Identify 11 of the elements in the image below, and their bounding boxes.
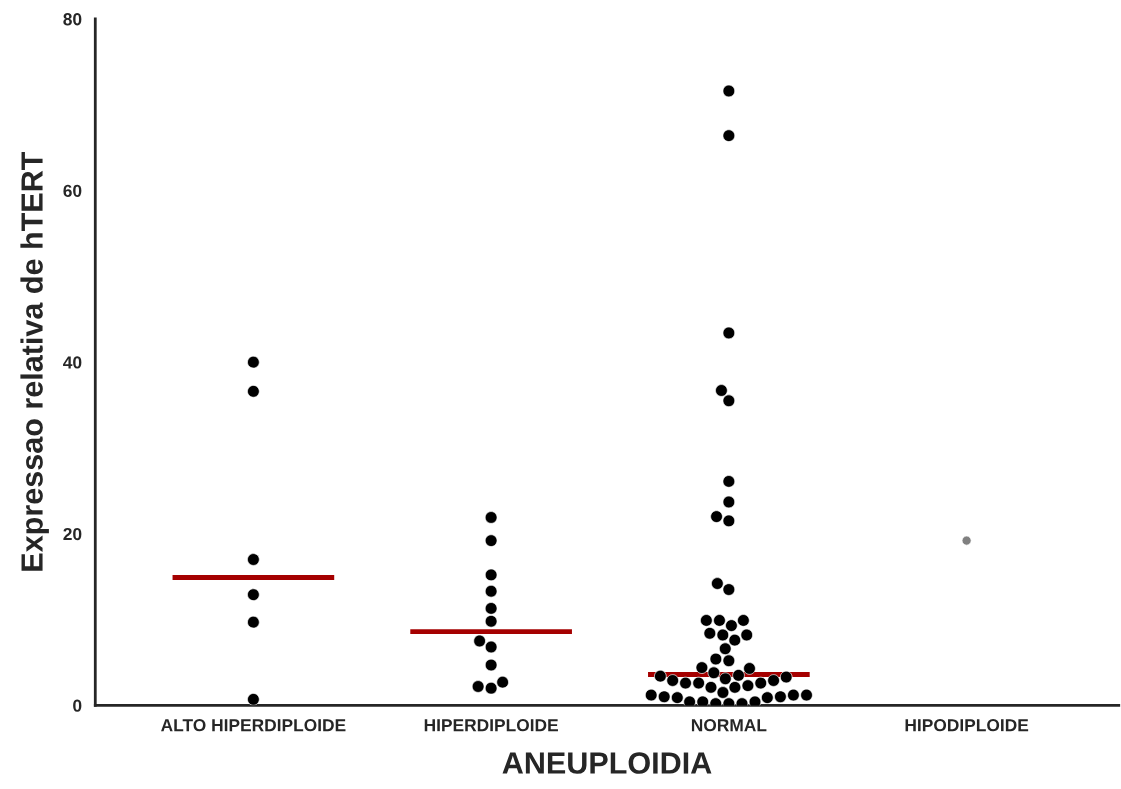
x-tick-label: HIPERDIPLOIDE — [424, 719, 558, 732]
x-axis-title: ANEUPLOIDIA — [502, 752, 712, 774]
y-tick-label: 20 — [63, 527, 82, 541]
y-tick-label: 0 — [73, 699, 82, 712]
y-tick-label: 60 — [63, 184, 82, 198]
y-axis-title: Expressao relativa de hTERT — [20, 151, 49, 571]
x-tick-label: ALTO HIPERDIPLOIDE — [161, 719, 346, 732]
y-tick-label: 40 — [63, 356, 82, 369]
x-tick-label: NORMAL — [691, 719, 767, 732]
y-tick-label: 80 — [63, 13, 82, 26]
x-tick-label: HIPODIPLOIDE — [905, 719, 1029, 732]
